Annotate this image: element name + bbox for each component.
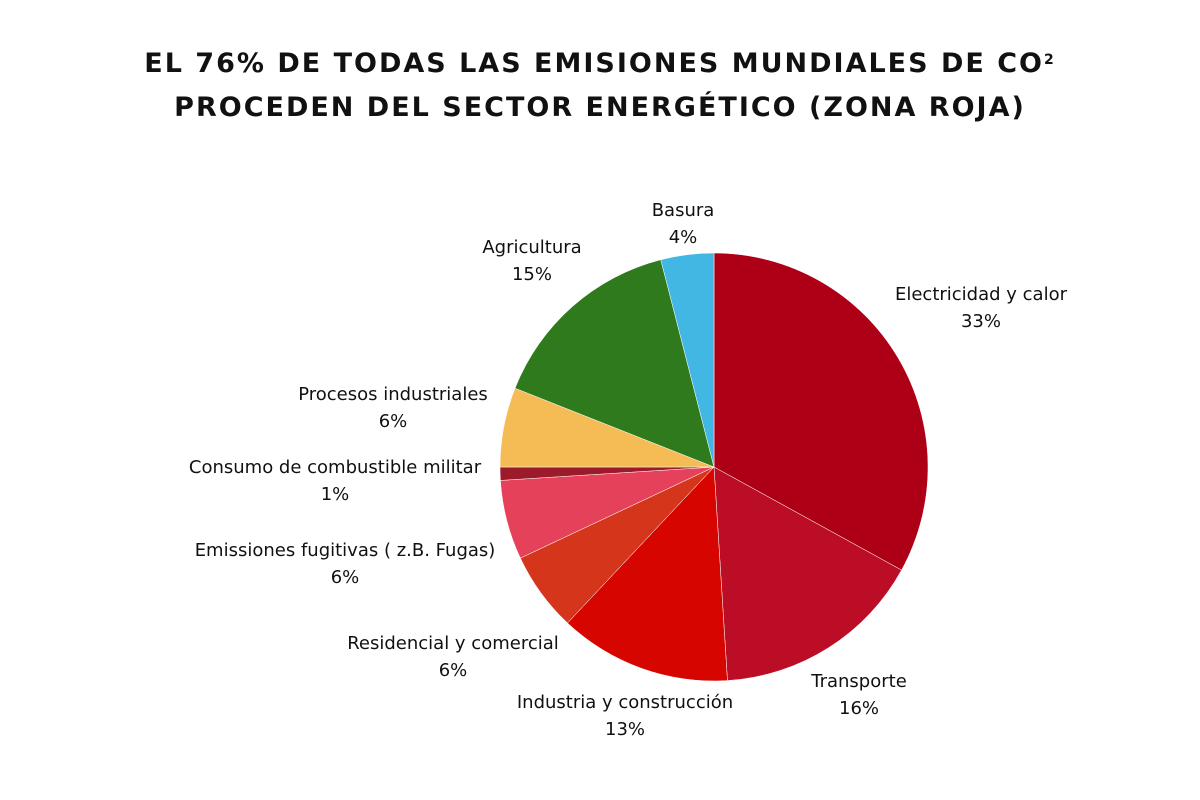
title-superscript: 2 [1044,52,1056,68]
slice-label: Basura 4% [652,197,715,251]
slice-label-value: 6% [378,411,408,432]
slice-label-value: 4% [668,227,698,248]
slice-label-name: Industria y construcción [516,692,734,713]
slice-label-name: Residencial y comercial [347,633,559,654]
chart-title: EL 76% DE TODAS LAS EMISIONES MUNDIALES … [0,42,1200,130]
slice-label: Industria y construcción 13% [517,689,733,743]
slice-label-name: Emissiones fugitivas ( z.B. Fugas) [194,540,496,561]
title-line-1: EL 76% DE TODAS LAS EMISIONES MUNDIALES … [144,48,1044,79]
slice-label-name: Transporte [811,671,907,692]
slice-label-value: 6% [330,567,360,588]
slice-label-name: Procesos industriales [298,384,488,405]
slice-label-value: 1% [320,484,350,505]
slice-label: Transporte 16% [811,668,907,722]
slice-label: Procesos industriales 6% [298,381,488,435]
pie-slice [713,252,929,571]
slice-label-value: 13% [604,719,646,740]
slice-label: Emissiones fugitivas ( z.B. Fugas) 6% [195,537,496,591]
slice-label: Residencial y comercial 6% [347,630,559,684]
slice-label-name: Electricidad y calor [894,284,1068,305]
pie-slice [514,259,715,468]
slice-label-name: Basura [651,200,715,221]
pie-slice [567,466,728,682]
slice-label-value: 33% [960,311,1001,332]
pie-slice [713,466,902,681]
slice-label-name: Agricultura [482,237,582,258]
slice-label: Electricidad y calor 33% [895,281,1067,335]
slice-label-value: 15% [511,264,552,285]
title-line-2: PROCEDEN DEL SECTOR ENERGÉTICO (ZONA ROJ… [174,92,1026,123]
slice-label-value: 16% [838,698,880,719]
slice-label-name: Consumo de combustible militar [188,457,482,478]
slice-label: Agricultura 15% [482,234,581,288]
slice-label: Consumo de combustible militar 1% [189,454,481,508]
slice-label-value: 6% [438,660,468,681]
pie-slice [660,252,715,468]
